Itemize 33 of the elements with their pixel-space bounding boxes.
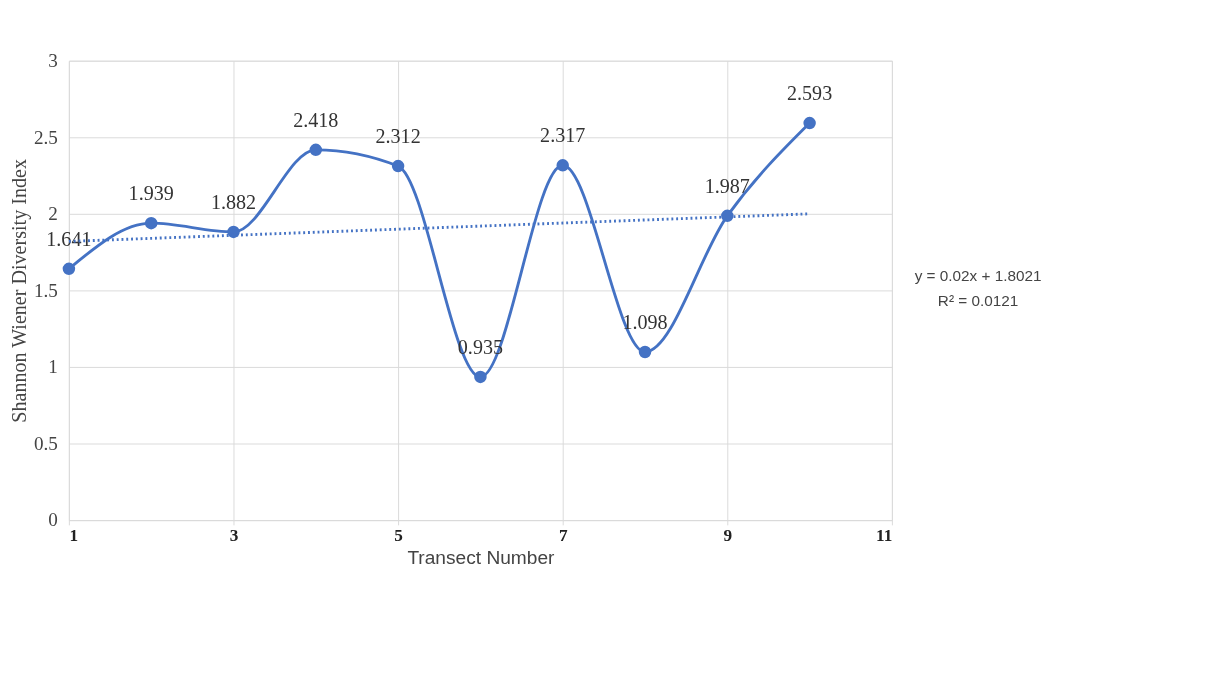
y-tick-label: 0.5 [33,432,58,454]
point [474,370,487,384]
data-label: 2.317 [540,124,586,147]
x-axis-title: Transect Number [407,546,556,568]
y-tick-label: 3 [48,49,58,71]
point [62,262,76,276]
point [309,143,323,157]
text: y = 0.02x + 1.8021 [914,267,1042,285]
data-label: 2.593 [787,82,833,105]
point [391,159,405,173]
x-tick-label: 11 [876,525,893,545]
point [638,345,652,359]
data-label: 2.418 [293,108,339,131]
text: R² = 0.0121 [937,292,1019,310]
x-tick-label: 5 [394,525,403,545]
data-label: 1.939 [128,182,174,205]
data-label: 1.987 [704,174,750,197]
data-label: 2.312 [375,125,421,148]
point [803,116,816,130]
y-tick-label: 2 [48,203,58,225]
y-tick-label: 1 [48,356,58,378]
x-tick-label: 1 [69,525,78,545]
x-tick-label: 7 [558,525,568,545]
data-label: 1.641 [46,227,92,250]
y-tick-label: 2.5 [33,126,58,148]
point [556,159,569,172]
point [144,216,158,230]
y-tick-label: 1.5 [33,279,58,301]
y-tick-label: 0 [48,509,58,531]
data-label: 1.882 [210,190,257,213]
y-axis-title: Shannon Wiener Diversity Index [8,159,32,423]
x-tick-label: 3 [229,525,239,545]
x-tick-label: 9 [723,525,733,545]
